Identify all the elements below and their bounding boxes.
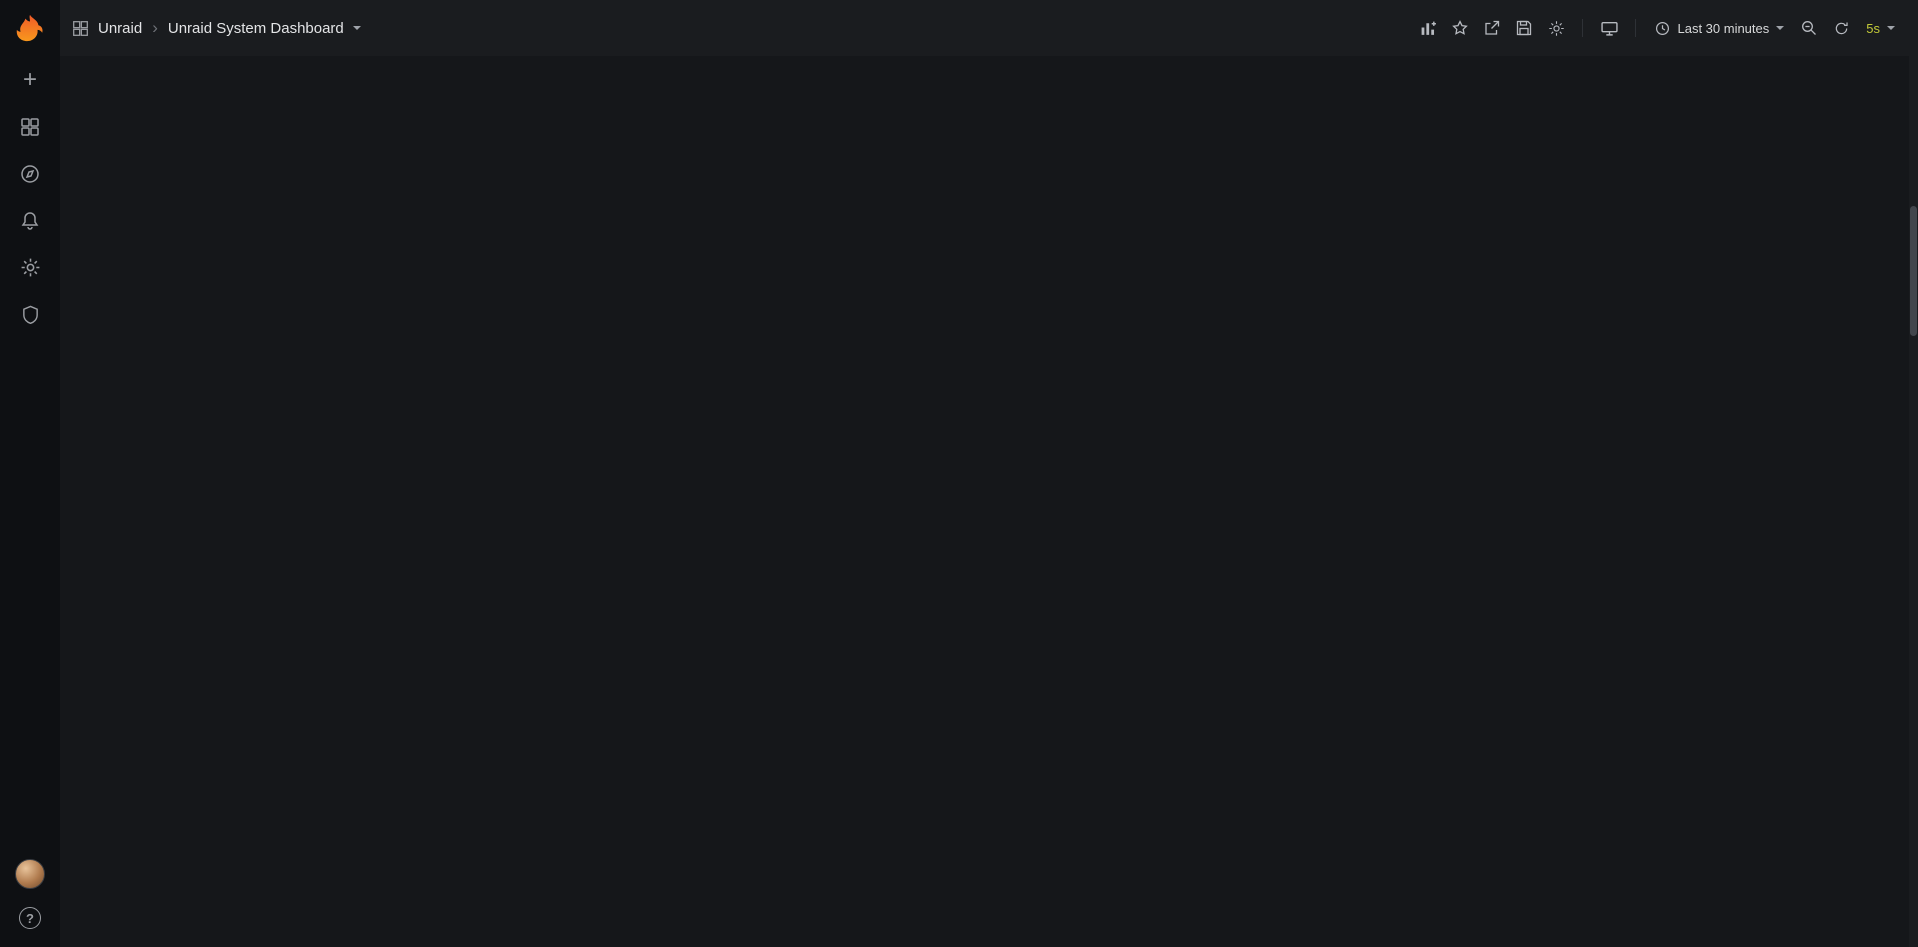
zoom-out-button[interactable] [1793, 14, 1825, 42]
breadcrumb-separator: › [152, 18, 158, 37]
save-icon [1517, 20, 1532, 36]
configuration-gear-icon [21, 258, 39, 277]
refresh-button[interactable] [1825, 14, 1857, 42]
dashboard-grid-icon [73, 20, 88, 36]
chevron-down-icon [1887, 26, 1895, 30]
star-icon [1452, 20, 1469, 35]
breadcrumb-title[interactable]: Unraid System Dashboard [167, 19, 344, 37]
save-button[interactable] [1508, 14, 1540, 42]
add-panel-icon [1421, 21, 1436, 35]
shield-icon [22, 305, 38, 324]
configuration-button[interactable] [0, 244, 60, 291]
gear-icon [1549, 20, 1564, 36]
grafana-logo[interactable] [0, 0, 60, 56]
avatar [15, 858, 45, 889]
scrollbar-thumb[interactable] [1910, 206, 1917, 336]
breadcrumb[interactable]: Unraid › Unraid System Dashboard [72, 18, 361, 38]
monitor-icon [1601, 21, 1618, 36]
alerting-button[interactable] [0, 197, 60, 244]
dashboard-canvas: kWh Price 0.65 Currency kr UPS Max Outpu… [60, 56, 100, 68]
share-icon [1485, 20, 1500, 35]
sidebar: + [0, 0, 60, 947]
search-minus-icon [1802, 21, 1817, 35]
star-button[interactable] [1444, 14, 1476, 42]
page-scrollbar[interactable] [1909, 56, 1918, 947]
help-button[interactable]: ? [0, 897, 60, 939]
navbar: Unraid › Unraid System Dashboard [60, 0, 1918, 56]
refresh-interval-label: 5s [1866, 20, 1880, 36]
share-button[interactable] [1476, 14, 1508, 42]
divider [1582, 19, 1584, 37]
chevron-down-icon [352, 26, 361, 30]
cycle-view-button[interactable] [1593, 14, 1625, 42]
explore-button[interactable] [0, 150, 60, 197]
create-button[interactable]: + [22, 65, 37, 93]
explore-compass-icon [21, 164, 39, 183]
breadcrumb-folder[interactable]: Unraid [98, 19, 143, 37]
settings-button[interactable] [1540, 14, 1572, 42]
time-range-label: Last 30 minutes [1677, 20, 1770, 36]
divider [1635, 19, 1637, 37]
alerting-bell-icon [21, 211, 39, 230]
chevron-down-icon [1776, 26, 1785, 30]
time-range-button[interactable]: Last 30 minutes [1646, 14, 1793, 42]
refresh-interval-button[interactable]: 5s [1857, 14, 1904, 42]
clock-icon [1656, 21, 1670, 35]
add-panel-button[interactable] [1412, 14, 1444, 42]
dashboards-button[interactable] [0, 103, 60, 150]
refresh-icon [1835, 22, 1848, 34]
dashboards-grid-icon [21, 117, 39, 136]
server-admin-button[interactable] [0, 291, 60, 338]
help-icon: ? [19, 907, 41, 929]
profile-button[interactable] [0, 850, 60, 897]
grafana-flame-icon [16, 14, 43, 42]
